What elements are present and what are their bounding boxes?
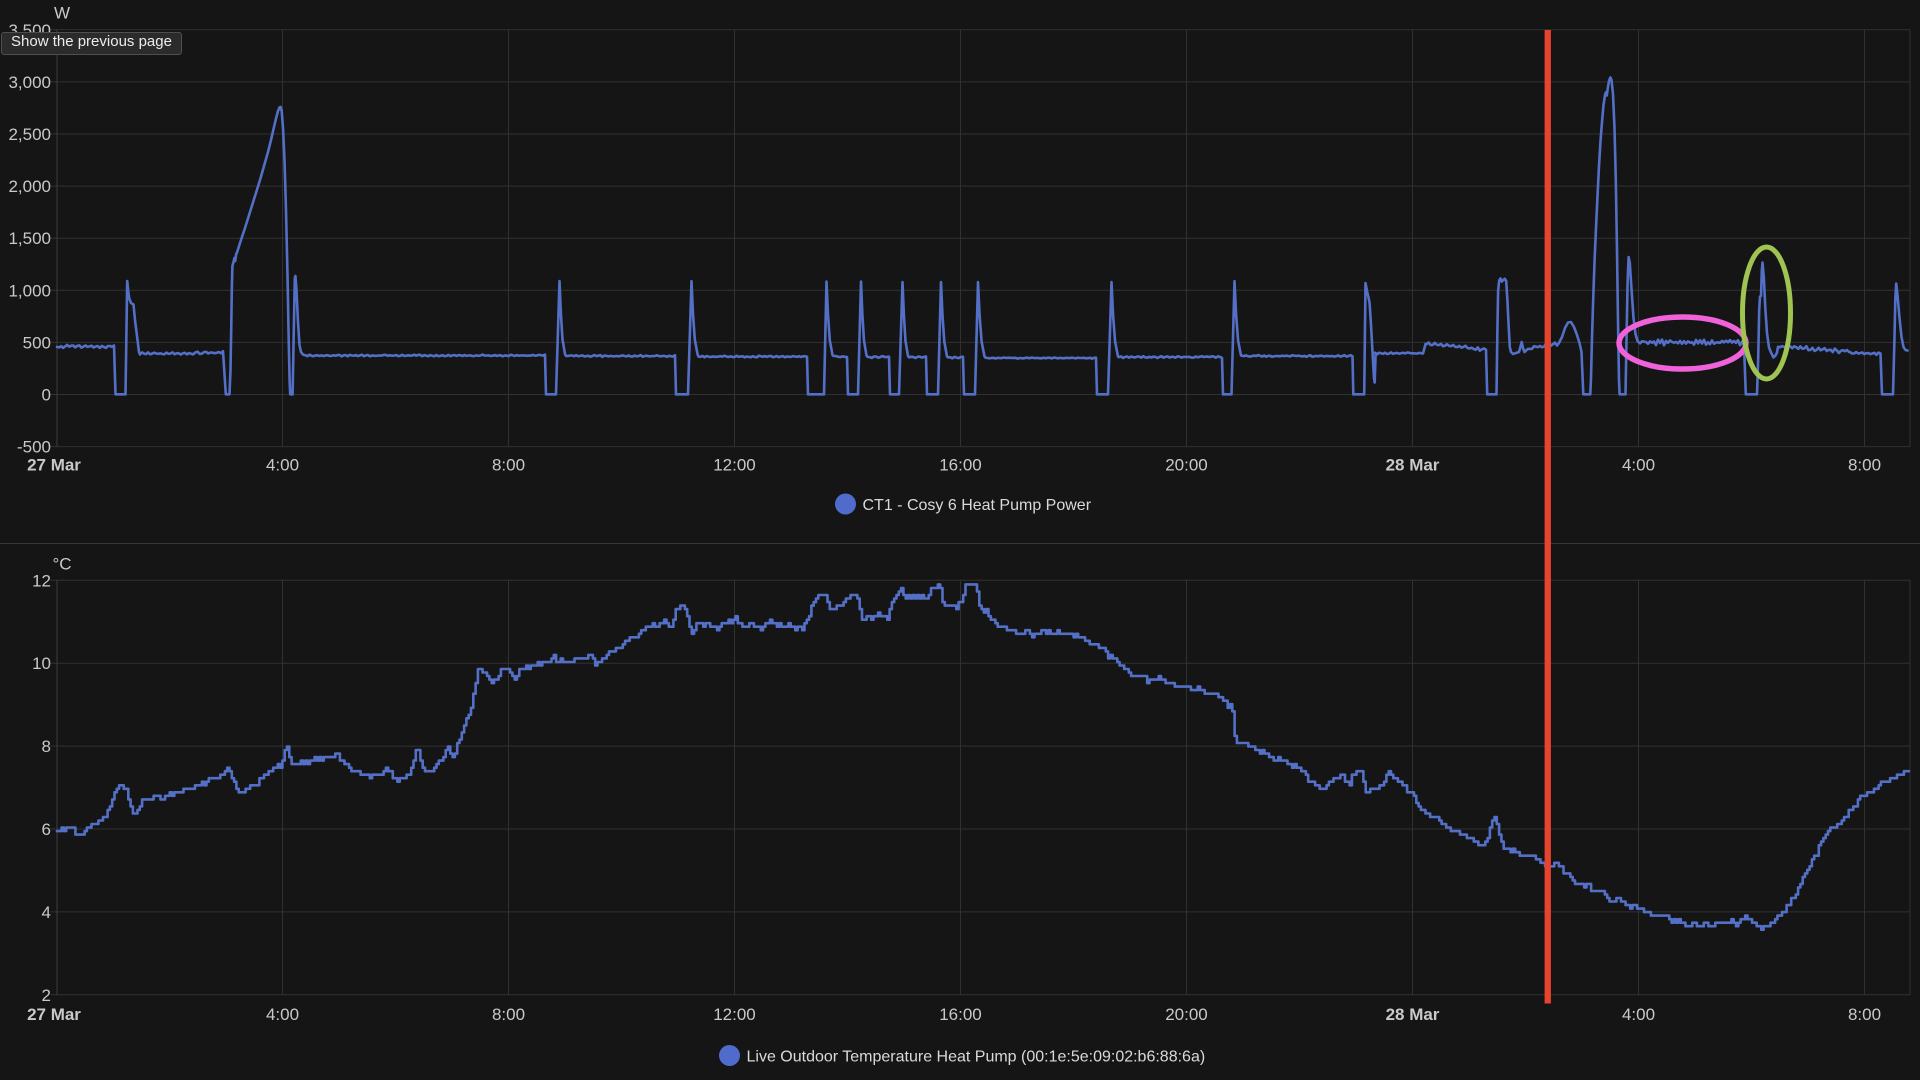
svg-text:12: 12 (32, 571, 51, 590)
svg-text:1,000: 1,000 (8, 281, 51, 300)
svg-text:2,500: 2,500 (8, 125, 51, 144)
svg-text:2,000: 2,000 (8, 177, 51, 196)
svg-text:8:00: 8:00 (1848, 456, 1881, 475)
svg-text:16:00: 16:00 (939, 1005, 982, 1024)
svg-text:-500: -500 (17, 438, 51, 457)
svg-text:6: 6 (42, 820, 51, 839)
svg-text:12:00: 12:00 (713, 456, 756, 475)
svg-text:4:00: 4:00 (1622, 456, 1655, 475)
svg-text:0: 0 (42, 386, 51, 405)
svg-text:Live Outdoor Temperature Heat: Live Outdoor Temperature Heat Pump (00:1… (747, 1049, 1206, 1066)
svg-text:12:00: 12:00 (713, 1005, 756, 1024)
svg-text:°C: °C (52, 555, 71, 574)
svg-text:W: W (54, 4, 70, 23)
svg-text:20:00: 20:00 (1165, 456, 1208, 475)
svg-text:8:00: 8:00 (492, 456, 525, 475)
svg-text:8: 8 (42, 737, 51, 756)
svg-text:28 Mar: 28 Mar (1386, 1005, 1440, 1024)
svg-text:4:00: 4:00 (266, 456, 299, 475)
svg-text:8:00: 8:00 (1848, 1005, 1881, 1024)
svg-text:27 Mar: 27 Mar (27, 1005, 81, 1024)
svg-text:1,500: 1,500 (8, 229, 51, 248)
svg-text:28 Mar: 28 Mar (1386, 456, 1440, 475)
svg-text:CT1 - Cosy 6 Heat Pump Power: CT1 - Cosy 6 Heat Pump Power (863, 497, 1092, 514)
svg-text:8:00: 8:00 (492, 1005, 525, 1024)
svg-text:500: 500 (23, 333, 51, 352)
svg-text:4:00: 4:00 (1622, 1005, 1655, 1024)
svg-text:27 Mar: 27 Mar (27, 456, 81, 475)
svg-text:20:00: 20:00 (1165, 1005, 1208, 1024)
svg-text:2: 2 (42, 986, 51, 1005)
svg-text:4:00: 4:00 (266, 1005, 299, 1024)
svg-text:10: 10 (32, 654, 51, 673)
svg-text:3,000: 3,000 (8, 73, 51, 92)
svg-text:16:00: 16:00 (939, 456, 982, 475)
svg-text:4: 4 (42, 903, 51, 922)
